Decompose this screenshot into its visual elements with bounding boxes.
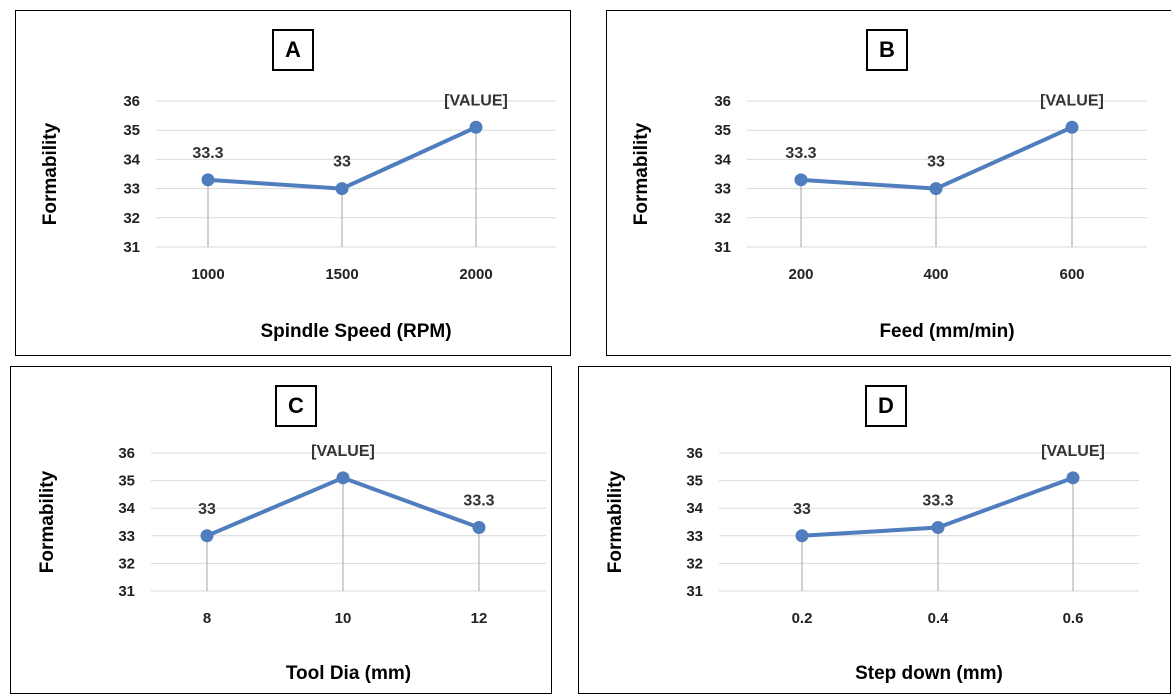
data-label: 33 (927, 154, 945, 171)
y-tick-label: 35 (118, 473, 135, 490)
data-point (931, 521, 945, 535)
y-tick-label: 35 (714, 122, 731, 139)
y-tick-label: 31 (123, 239, 140, 256)
data-point (1066, 471, 1080, 485)
chart-d-svg: 36 35 34 33 32 31 33 0.2 33.3 0.4 [VALUE] 0.6 Step d… (605, 443, 1139, 684)
panel-tag-c: C (275, 385, 317, 427)
data-point (929, 182, 943, 196)
data-point (469, 120, 483, 134)
data-point (472, 521, 486, 535)
panel-tag-a: A (272, 29, 314, 71)
y-tick-label: 36 (686, 445, 703, 462)
data-point (335, 182, 349, 196)
data-point (336, 471, 350, 485)
y-tick-label: 31 (714, 239, 731, 256)
y-tick-label: 32 (714, 210, 731, 227)
data-label: [VALUE] (444, 92, 508, 109)
x-axis-title: Spindle Speed (RPM) (260, 321, 451, 342)
chart-panel-c: C 36 35 34 33 32 31 33 8 [VALUE] 10 33.3 12 Tool Dia… (10, 366, 552, 694)
data-label: 33 (793, 501, 811, 518)
y-tick-label: 35 (123, 122, 140, 139)
data-point (200, 529, 214, 543)
data-label: 33.3 (922, 493, 953, 510)
y-axis-title: Formability (40, 122, 61, 225)
x-tick-label: 600 (1059, 266, 1084, 283)
x-tick-label: 0.2 (792, 610, 813, 627)
y-tick-label: 34 (123, 151, 140, 168)
y-tick-label: 31 (118, 583, 135, 600)
x-axis-title: Step down (mm) (855, 663, 1003, 684)
x-tick-label: 1500 (325, 266, 358, 283)
y-tick-label: 34 (686, 500, 703, 517)
y-tick-label: 32 (118, 555, 135, 572)
panel-tag-d: D (865, 385, 907, 427)
y-axis-title: Formability (37, 470, 58, 573)
y-tick-label: 33 (118, 528, 135, 545)
data-point (201, 173, 215, 187)
data-point (1065, 120, 1079, 134)
y-tick-label: 33 (714, 181, 731, 198)
chart-a-svg: 36 35 34 33 32 31 33.3 1000 33 1500 [VALUE] 2000 Spi… (40, 92, 556, 342)
y-tick-label: 36 (118, 445, 135, 462)
chart-c-svg: 36 35 34 33 32 31 33 8 [VALUE] 10 33.3 12 Tool Dia (… (37, 443, 546, 684)
y-tick-label: 33 (123, 181, 140, 198)
y-tick-label: 34 (714, 151, 731, 168)
x-axis-title: Feed (mm/min) (879, 321, 1014, 342)
x-tick-label: 1000 (191, 266, 224, 283)
x-tick-label: 8 (203, 610, 211, 627)
data-label: 33.3 (192, 145, 223, 162)
data-label: [VALUE] (1040, 92, 1104, 109)
data-point (795, 529, 809, 543)
x-tick-label: 400 (923, 266, 948, 283)
y-tick-label: 31 (686, 583, 703, 600)
y-tick-label: 32 (686, 555, 703, 572)
x-tick-label: 0.4 (928, 610, 950, 627)
y-tick-label: 33 (686, 528, 703, 545)
data-label: [VALUE] (1041, 443, 1105, 460)
y-tick-label: 34 (118, 500, 135, 517)
x-tick-label: 12 (471, 610, 488, 627)
data-label: [VALUE] (311, 443, 375, 460)
x-tick-label: 200 (788, 266, 813, 283)
chart-panel-a: A 36 35 34 33 32 31 33.3 1000 33 1500 [VALUE] 2000 S… (15, 10, 571, 356)
data-label: 33 (333, 154, 351, 171)
data-label: 33.3 (785, 145, 816, 162)
chart-b-svg: 36 35 34 33 32 31 33.3 200 33 400 [VALUE] 600 Feed (… (631, 92, 1147, 342)
x-tick-label: 0.6 (1063, 610, 1084, 627)
chart-panel-b: B 36 35 34 33 32 31 33.3 200 33 400 [VALUE] 600 Feed… (606, 10, 1171, 356)
y-tick-label: 35 (686, 473, 703, 490)
data-point (794, 173, 808, 187)
y-axis-title: Formability (605, 470, 626, 573)
y-tick-label: 36 (714, 93, 731, 110)
chart-panel-d: D 36 35 34 33 32 31 33 0.2 33.3 0.4 [VALUE] 0.6 Step… (578, 366, 1171, 694)
x-tick-label: 2000 (459, 266, 492, 283)
x-tick-label: 10 (335, 610, 352, 627)
panel-tag-b: B (866, 29, 908, 71)
x-axis-title: Tool Dia (mm) (286, 663, 411, 684)
data-label: 33.3 (463, 493, 494, 510)
y-tick-label: 36 (123, 93, 140, 110)
data-label: 33 (198, 501, 216, 518)
y-axis-title: Formability (631, 122, 652, 225)
y-tick-label: 32 (123, 210, 140, 227)
